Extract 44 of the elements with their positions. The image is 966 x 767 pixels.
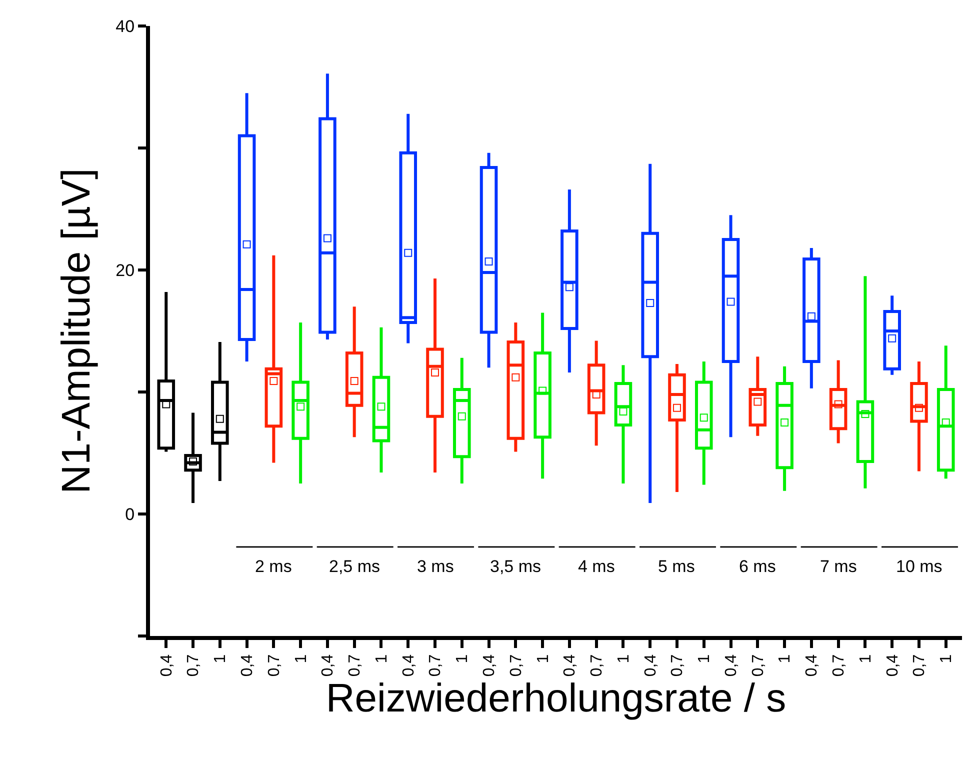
x-tick-label: 0,4 xyxy=(400,654,418,677)
x-tick-label: 1 xyxy=(776,654,794,664)
x-tick-label: 0,7 xyxy=(588,654,606,677)
x-tick-label: 0,4 xyxy=(480,654,498,677)
x-tick-label: 0,4 xyxy=(238,654,256,677)
x-tick-label: 0,4 xyxy=(722,654,740,677)
x-tick-label: 0,7 xyxy=(185,654,202,677)
y-tick-label: 40 xyxy=(116,16,135,36)
x-tick-label: 0,4 xyxy=(320,654,337,677)
x-tick-label: 0,7 xyxy=(508,654,525,677)
annotation: 3,5 ms xyxy=(490,557,542,576)
x-tick-label: 0,7 xyxy=(911,654,928,677)
x-tick-label: 0,7 xyxy=(427,654,444,677)
x-tick-label: 0,4 xyxy=(562,654,579,677)
y-tick-label: 0 xyxy=(125,504,135,524)
x-tick-label: 0,7 xyxy=(266,654,283,677)
y-axis-title: N1-Amplitude [µV] xyxy=(54,168,99,494)
annotation: 4 ms xyxy=(578,557,615,576)
x-tick-label: 0,4 xyxy=(884,654,902,677)
y-tick-label: 20 xyxy=(116,260,135,280)
x-tick-label: 0,7 xyxy=(830,654,848,677)
x-tick-label: 0,4 xyxy=(804,654,821,677)
x-axis-title: Reizwiederholungsrate / s xyxy=(326,676,786,721)
x-tick-label: 1 xyxy=(696,654,714,664)
annotation: 6 ms xyxy=(739,557,776,576)
x-tick-label: 1 xyxy=(292,654,310,664)
x-tick-label: 1 xyxy=(454,654,472,664)
x-tick-label: 1 xyxy=(212,654,230,664)
annotation: 5 ms xyxy=(658,557,695,576)
x-tick-label: 0,4 xyxy=(158,654,176,677)
annotation: 7 ms xyxy=(820,557,857,576)
x-tick-label: 1 xyxy=(938,654,956,664)
annotation: 10 ms xyxy=(896,557,942,576)
x-tick-label: 0,4 xyxy=(642,654,660,677)
x-tick-label: 0,7 xyxy=(750,654,767,677)
annotation: 2,5 ms xyxy=(329,557,380,576)
annotation: 3 ms xyxy=(417,557,454,576)
x-tick-label: 1 xyxy=(857,654,874,664)
x-tick-label: 1 xyxy=(373,654,390,664)
x-tick-label: 1 xyxy=(615,654,632,664)
annotation: 2 ms xyxy=(255,557,292,576)
x-tick-label: 1 xyxy=(534,654,552,664)
x-tick-label: 0,7 xyxy=(669,654,686,677)
x-tick-label: 0,7 xyxy=(346,654,364,677)
